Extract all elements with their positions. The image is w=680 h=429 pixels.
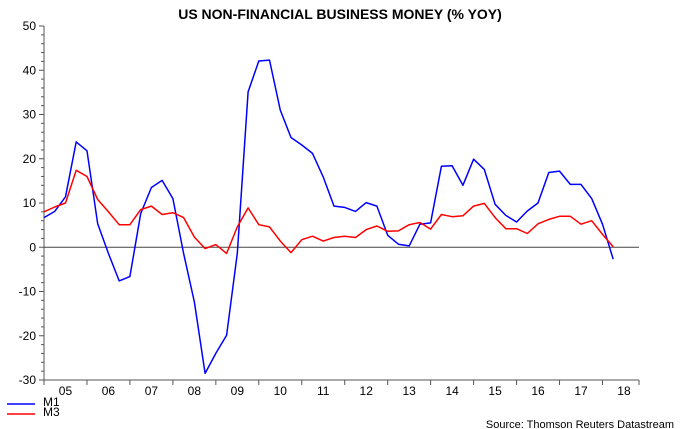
x-tick-label: 07 — [145, 384, 159, 398]
y-tick-label: 10 — [23, 196, 37, 210]
series-line-m1 — [43, 59, 614, 375]
x-tick-label: 18 — [617, 384, 631, 398]
x-tick-label: 17 — [574, 384, 588, 398]
axes: 50 40 30 20 10 0 -10 -20 -30 05 06 07 08 09 10 11 12 13 14… — [19, 19, 640, 398]
y-tick-label: 0 — [29, 240, 36, 254]
x-tick-label: 12 — [360, 384, 374, 398]
x-tick-label: 09 — [231, 384, 245, 398]
x-tick-label: 11 — [317, 384, 330, 398]
x-tick-label: 13 — [402, 384, 416, 398]
source-note: Source: Thomson Reuters Datastream — [486, 419, 674, 429]
legend-label-m3: M3 — [43, 405, 60, 419]
x-tick-label: 10 — [274, 384, 288, 398]
chart-title: US NON-FINANCIAL BUSINESS MONEY (% YOY) — [178, 6, 502, 22]
x-tick-label: 15 — [488, 384, 502, 398]
x-tick-label: 05 — [59, 384, 73, 398]
y-tick-label: 40 — [23, 63, 37, 77]
y-tick-label: -30 — [19, 373, 37, 387]
x-tick-label: 16 — [531, 384, 545, 398]
legend-label-m1: M1 — [43, 395, 60, 409]
y-tick-label: -10 — [19, 285, 37, 299]
series-lines — [43, 59, 614, 375]
y-tick-label: 30 — [23, 108, 37, 122]
y-tick-label: 50 — [23, 19, 37, 33]
x-tick-label: 14 — [445, 384, 459, 398]
x-tick-label: 08 — [188, 384, 202, 398]
series-line-m3 — [43, 169, 614, 255]
y-tick-label: 20 — [23, 152, 37, 166]
y-tick-label: -20 — [19, 329, 37, 343]
x-tick-label: 06 — [102, 384, 116, 398]
